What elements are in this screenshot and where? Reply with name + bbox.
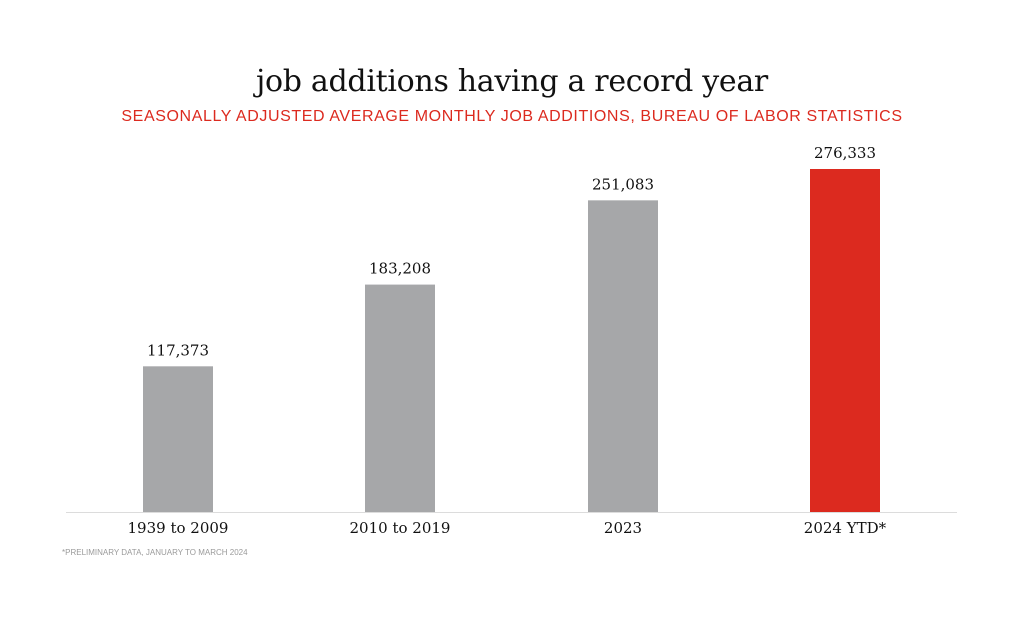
footnote: *PRELIMINARY DATA, JANUARY TO MARCH 2024 [62,548,248,557]
category-label: 2023 [604,519,642,537]
category-label: 2024 YTD* [804,519,887,537]
category-label: 1939 to 2009 [128,519,229,537]
bar [810,169,880,512]
value-label: 183,208 [369,260,431,278]
bar [365,284,435,512]
bar [588,200,658,512]
value-label: 117,373 [147,341,209,359]
bar [143,366,213,512]
category-label: 2010 to 2019 [350,519,451,537]
chart-subtitle: SEASONALLY ADJUSTED AVERAGE MONTHLY JOB … [121,108,903,125]
value-label: 276,333 [814,144,876,162]
value-label: 251,083 [592,175,654,193]
chart-title: job additions having a record year [256,64,768,99]
